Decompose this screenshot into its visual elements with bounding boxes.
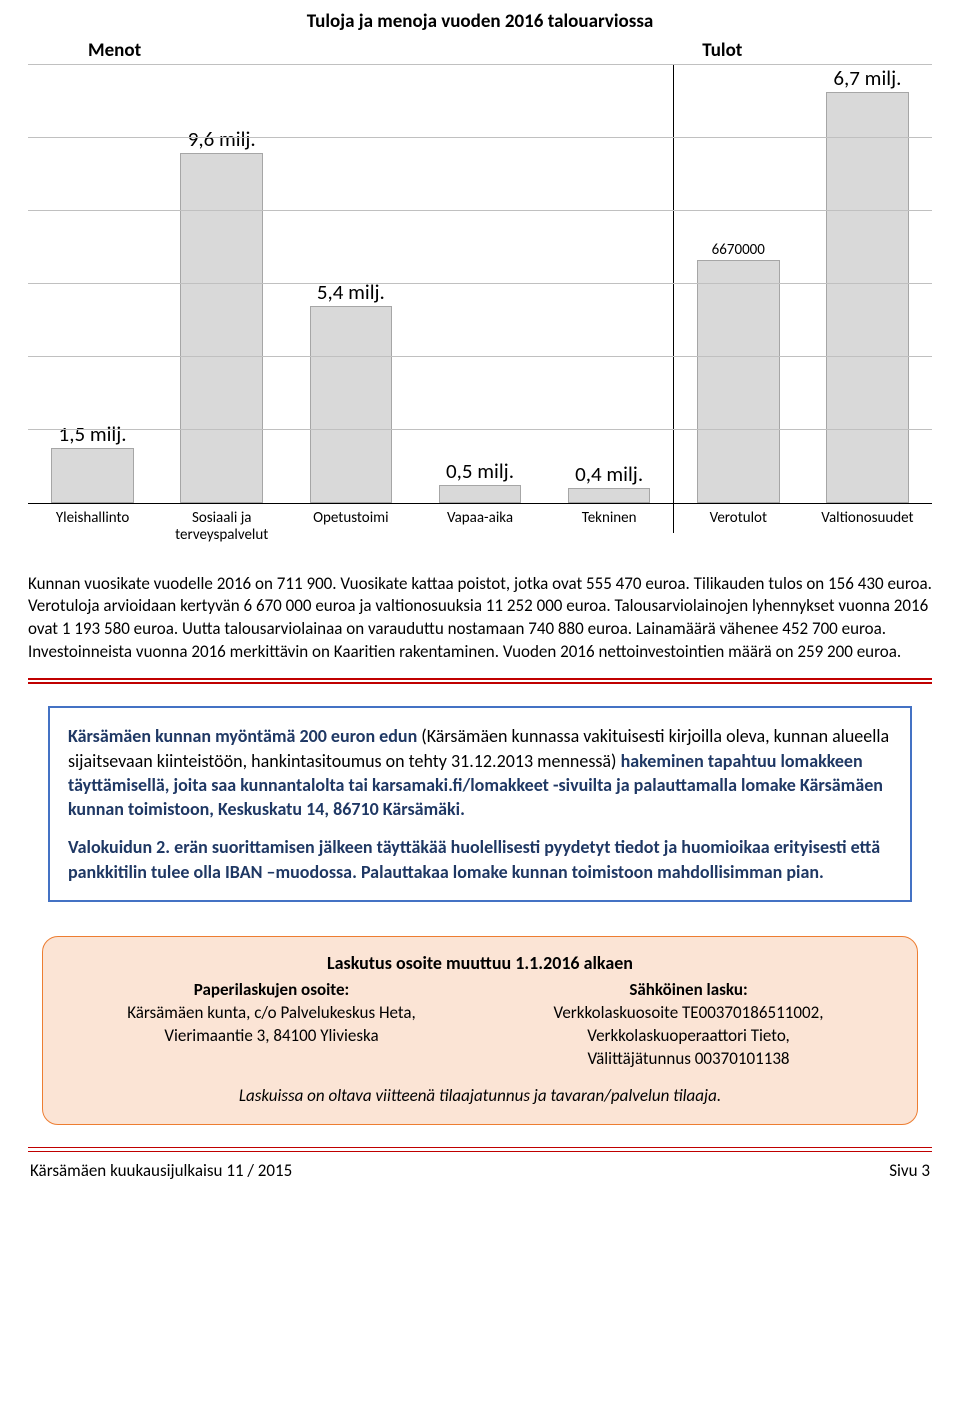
- chart-x-label: Vapaa-aika: [415, 510, 544, 545]
- orange-right-line1: Verkkolaskuosoite TE00370186511002,: [480, 1002, 897, 1025]
- chart-gridline: [28, 429, 932, 430]
- chart-bar: 5,4 milj.: [310, 306, 393, 503]
- chart-bar-slot: 6,7 milj.: [803, 65, 932, 503]
- body-paragraph: Kunnan vuosikate vuodelle 2016 on 711 90…: [28, 573, 932, 665]
- chart-bar: 9,6 milj.: [180, 153, 263, 503]
- chart-plot-area: 1,5 milj. 9,6 milj. 5,4 milj. 0,5 milj. 0,4 …: [28, 64, 932, 504]
- chart-bar: 0,4 milj.: [568, 488, 651, 503]
- chart-bar-slot: 0,4 milj.: [545, 65, 674, 503]
- orange-right-line2: Verkkolaskuoperaattori Tieto,: [480, 1025, 897, 1048]
- info-box-orange: Laskutus osoite muuttuu 1.1.2016 alkaen …: [42, 936, 918, 1125]
- chart-x-label: Opetustoimi: [286, 510, 415, 545]
- chart-bar: 1,5 milj.: [51, 448, 134, 503]
- chart-bar: 6670000: [697, 260, 780, 503]
- chart-bar: 0,5 milj.: [439, 485, 522, 503]
- chart-gridline: [28, 210, 932, 211]
- chart-bar-label: 0,4 milj.: [575, 461, 643, 487]
- chart-bar-label: 6670000: [712, 241, 765, 259]
- orange-title: Laskutus osoite muuttuu 1.1.2016 alkaen: [63, 951, 897, 975]
- red-separator: [28, 678, 932, 684]
- chart-x-label: Verotulot: [674, 510, 803, 545]
- chart-title: Tuloja ja menoja vuoden 2016 talouarvios…: [28, 10, 932, 33]
- chart-bar-label: 0,5 milj.: [446, 458, 514, 484]
- chart-x-label: Yleishallinto: [28, 510, 157, 545]
- chart-bars-row: 1,5 milj. 9,6 milj. 5,4 milj. 0,5 milj. 0,4 …: [28, 65, 932, 503]
- page: Tuloja ja menoja vuoden 2016 talouarvios…: [0, 10, 960, 1199]
- orange-col-left: Paperilaskujen osoite: Kärsämäen kunta, …: [63, 979, 480, 1071]
- chart-x-label: Valtionosuudet: [803, 510, 932, 545]
- chart-bar-slot: 6670000: [674, 65, 803, 503]
- chart-group-right: Tulot: [662, 39, 932, 62]
- chart-bar: 6,7 milj.: [826, 92, 909, 503]
- orange-footer-note: Laskuissa on oltava viitteenä tilaajatun…: [63, 1085, 897, 1108]
- blue-p1-lead: Kärsämäen kunnan myöntämä 200 euron edun: [68, 725, 421, 747]
- chart-gridline: [28, 137, 932, 138]
- chart-gridline: [28, 283, 932, 284]
- chart-group-left: Menot: [28, 39, 662, 62]
- chart-bar-label: 6,7 milj.: [833, 65, 901, 91]
- orange-col-right: Sähköinen lasku: Verkkolaskuosoite TE003…: [480, 979, 897, 1071]
- orange-right-header: Sähköinen lasku:: [480, 979, 897, 1002]
- orange-left-line1: Kärsämäen kunta, c/o Palvelukeskus Heta,: [63, 1002, 480, 1025]
- chart-bar-slot: 1,5 milj.: [28, 65, 157, 503]
- orange-left-header: Paperilaskujen osoite:: [63, 979, 480, 1002]
- chart-x-label: Tekninen: [545, 510, 674, 545]
- footer-right: Sivu 3: [889, 1160, 930, 1181]
- chart-bar-slot: 5,4 milj.: [286, 65, 415, 503]
- footer-left: Kärsämäen kuukausijulkaisu 11 / 2015: [30, 1160, 292, 1181]
- chart-bar-label: 1,5 milj.: [59, 421, 127, 447]
- chart-x-labels: YleishallintoSosiaali ja terveyspalvelut…: [28, 510, 932, 545]
- chart-group-headers: Menot Tulot: [28, 39, 932, 62]
- chart-gridline: [28, 64, 932, 65]
- page-footer: Kärsämäen kuukausijulkaisu 11 / 2015 Siv…: [28, 1152, 932, 1181]
- orange-right-line3: Välittäjätunnus 00370101138: [480, 1048, 897, 1071]
- chart-bar-slot: 0,5 milj.: [415, 65, 544, 503]
- chart-bar-slot: 9,6 milj.: [157, 65, 286, 503]
- blue-p2: Valokuidun 2. erän suorittamisen jälkeen…: [68, 835, 892, 884]
- chart-x-label: Sosiaali ja terveyspalvelut: [157, 510, 286, 545]
- chart-bar-label: 9,6 milj.: [188, 126, 256, 152]
- orange-columns: Paperilaskujen osoite: Kärsämäen kunta, …: [63, 979, 897, 1071]
- blue-p1: Kärsämäen kunnan myöntämä 200 euron edun…: [68, 724, 892, 821]
- orange-left-line2: Vierimaantie 3, 84100 Ylivieska: [63, 1025, 480, 1048]
- chart-gridline: [28, 356, 932, 357]
- info-box-blue: Kärsämäen kunnan myöntämä 200 euron edun…: [48, 706, 912, 902]
